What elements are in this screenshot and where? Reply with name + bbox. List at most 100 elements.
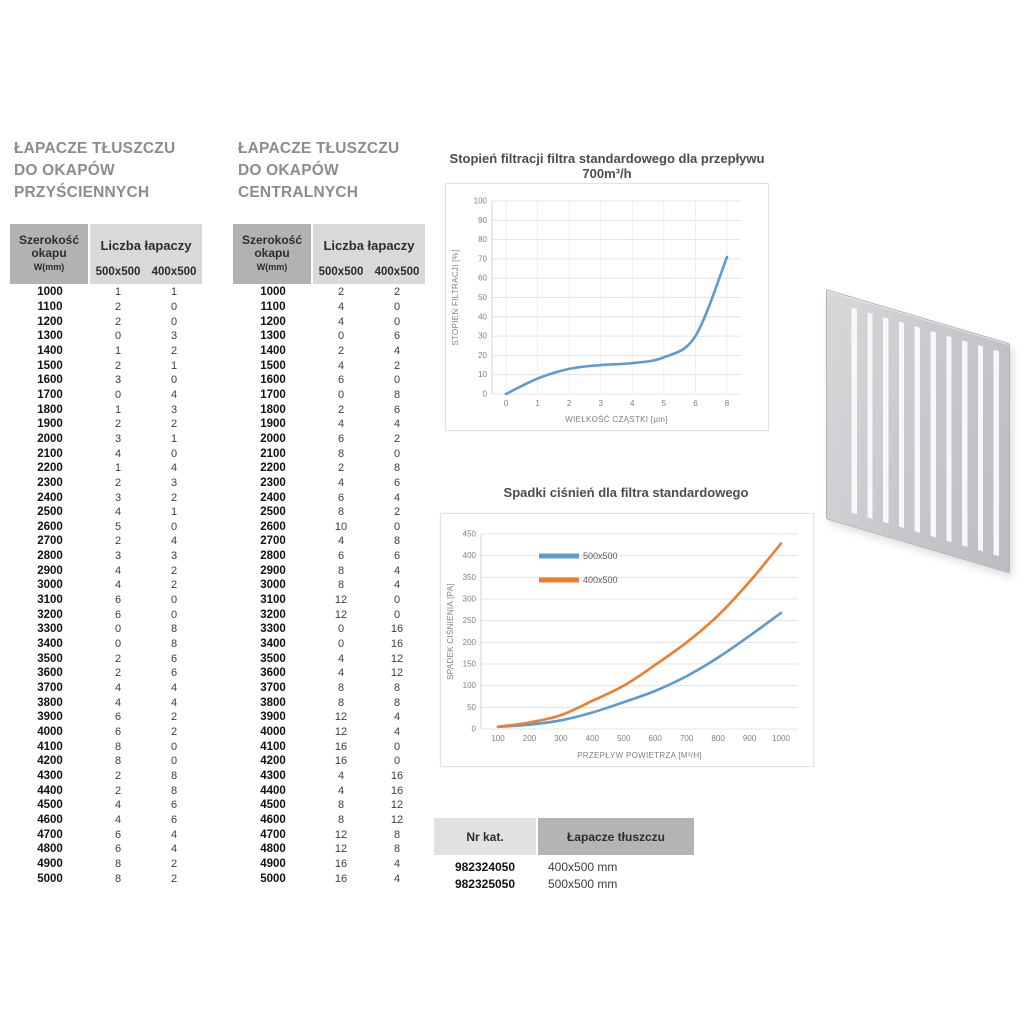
table-cell: 1200 <box>260 315 286 328</box>
table-cell: 8 <box>170 784 178 797</box>
svg-text:SPADEK CIŚNIENIA [PA]: SPADEK CIŚNIENIA [PA] <box>446 583 455 680</box>
svg-text:1: 1 <box>535 399 540 408</box>
table-cell: 8 <box>393 843 401 856</box>
table-cell: 1 <box>170 506 178 519</box>
table-cell: 1100 <box>260 300 286 313</box>
svg-text:30: 30 <box>478 332 487 341</box>
table-cell: 4800 <box>260 843 286 856</box>
table-row: 982325050 500x500 mm <box>434 876 694 893</box>
table-cell: 4500 <box>260 799 286 812</box>
table-cell: 1500 <box>260 359 286 372</box>
table-cell: 1400 <box>260 344 286 357</box>
table-row: 5000 8 2 <box>10 871 202 886</box>
table-row: 1800 1 3 <box>10 402 202 417</box>
table-row: 3900 6 2 <box>10 710 202 725</box>
table-cell: 1300 <box>37 330 63 343</box>
svg-text:100: 100 <box>491 734 505 743</box>
table-cell: 4000 <box>37 726 63 739</box>
svg-text:400: 400 <box>586 734 600 743</box>
table-cell: 5000 <box>260 872 286 885</box>
table-row: 4000 12 4 <box>233 725 425 740</box>
table-row: 3300 0 16 <box>233 622 425 637</box>
table-cell: 4 <box>170 535 178 548</box>
table-row: 3800 8 8 <box>233 695 425 710</box>
table-cell: 4 <box>393 579 401 592</box>
filter-panel <box>826 289 1010 574</box>
table-row: 4800 6 4 <box>10 842 202 857</box>
table-row: 3300 0 8 <box>10 622 202 637</box>
svg-text:500x500: 500x500 <box>583 551 618 561</box>
wall-group-label: Liczba łapaczy <box>100 237 192 253</box>
table-cell: 3 <box>170 403 178 416</box>
table-row: 4300 4 16 <box>233 769 425 784</box>
table-cell: 2 <box>393 432 401 445</box>
table-cell: 16 <box>390 623 404 636</box>
table-cell: 3000 <box>260 579 286 592</box>
table-cell: 2300 <box>37 476 63 489</box>
table-cell: 6 <box>337 374 345 387</box>
table-cell: 4200 <box>37 755 63 768</box>
wall-width-label: Szerokość okapu <box>18 233 80 260</box>
table-cell: 4600 <box>260 813 286 826</box>
table-cell: 0 <box>170 300 178 313</box>
table-cell: 3300 <box>37 623 63 636</box>
svg-text:0: 0 <box>472 725 477 734</box>
table-row: 1600 6 0 <box>233 373 425 388</box>
central-table-title-line-3: CENTRALNYCH <box>238 184 359 201</box>
table-row: 4100 8 0 <box>10 739 202 754</box>
table-cell: 0 <box>393 374 401 387</box>
table-cell: 8 <box>337 579 345 592</box>
table-cell: 1700 <box>260 388 286 401</box>
table-cell: 8 <box>393 696 401 709</box>
svg-text:400: 400 <box>463 551 477 560</box>
table-row: 1300 0 6 <box>233 329 425 344</box>
table-cell: 3500 <box>260 652 286 665</box>
table-cell: 2500 <box>37 506 63 519</box>
table-cell: 1 <box>170 286 178 299</box>
svg-text:40: 40 <box>478 312 487 321</box>
table-cell: 4700 <box>260 828 286 841</box>
table-row: 3000 8 4 <box>233 578 425 593</box>
table-row: 2800 6 6 <box>233 549 425 564</box>
table-row: 1200 2 0 <box>10 314 202 329</box>
table-cell: 0 <box>393 447 401 460</box>
header-divider <box>536 818 538 855</box>
table-cell: 2 <box>114 476 122 489</box>
table-row: 2000 3 1 <box>10 432 202 447</box>
svg-text:100: 100 <box>463 681 477 690</box>
table-cell: 0 <box>337 330 345 343</box>
table-cell: 0 <box>170 315 178 328</box>
table-cell: 2 <box>170 418 178 431</box>
table-cell: 1900 <box>37 418 63 431</box>
table-cell: 3500 <box>37 652 63 665</box>
table-cell: 4 <box>170 843 178 856</box>
svg-text:200: 200 <box>523 734 537 743</box>
table-cell: 0 <box>170 740 178 753</box>
table-cell: 4200 <box>260 755 286 768</box>
table-row: 1400 1 2 <box>10 344 202 359</box>
table-cell: 4100 <box>37 740 63 753</box>
table-row: 3500 4 12 <box>233 651 425 666</box>
table-cell: 2 <box>170 857 178 870</box>
table-cell: 3200 <box>260 608 286 621</box>
catalog-header-lapacze: Łapacze tłuszczu <box>538 818 694 855</box>
table-row: 3600 2 6 <box>10 666 202 681</box>
table-cell: 2 <box>170 579 178 592</box>
table-row: 1700 0 4 <box>10 388 202 403</box>
table-row: 2500 8 2 <box>233 505 425 520</box>
wall-table-header: Szerokość okapu W(mm) Liczba łapaczy 500… <box>10 224 202 284</box>
table-row: 4500 4 6 <box>10 798 202 813</box>
table-row: 1700 0 8 <box>233 388 425 403</box>
table-cell: 4 <box>114 564 122 577</box>
table-cell: 6 <box>114 594 122 607</box>
table-cell: 4 <box>114 799 122 812</box>
table-cell: 4000 <box>260 726 286 739</box>
table-cell: 1000 <box>260 286 286 299</box>
table-row: 3200 12 0 <box>233 607 425 622</box>
table-cell: 1 <box>170 359 178 372</box>
table-row: 982324050 400x500 mm <box>434 859 694 876</box>
svg-text:2: 2 <box>567 399 572 408</box>
table-cell: 4 <box>337 418 345 431</box>
table-cell: 3 <box>114 550 122 563</box>
